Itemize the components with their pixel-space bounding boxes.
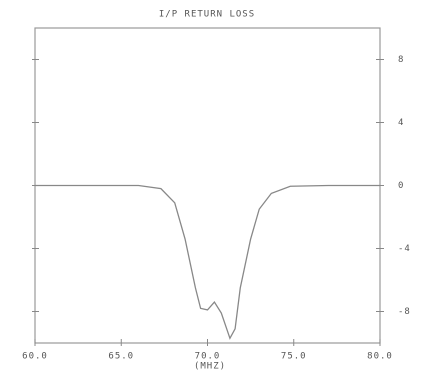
chart-title: I/P RETURN LOSS: [159, 10, 255, 20]
x-axis-label: (MHZ): [194, 362, 226, 372]
y-tick-label: 0: [398, 181, 404, 191]
x-tick-label: 60.0: [22, 352, 48, 362]
y-tick-label: -4: [398, 244, 411, 254]
y-tick-label: -8: [398, 307, 411, 317]
x-tick-label: 80.0: [367, 352, 393, 362]
y-tick-label: 8: [398, 55, 404, 65]
x-tick-label: 65.0: [108, 352, 134, 362]
y-tick-label: 4: [398, 118, 404, 128]
data-line: [35, 184, 380, 340]
x-tick-label: 75.0: [281, 352, 307, 362]
x-tick-label: 70.0: [195, 352, 221, 362]
